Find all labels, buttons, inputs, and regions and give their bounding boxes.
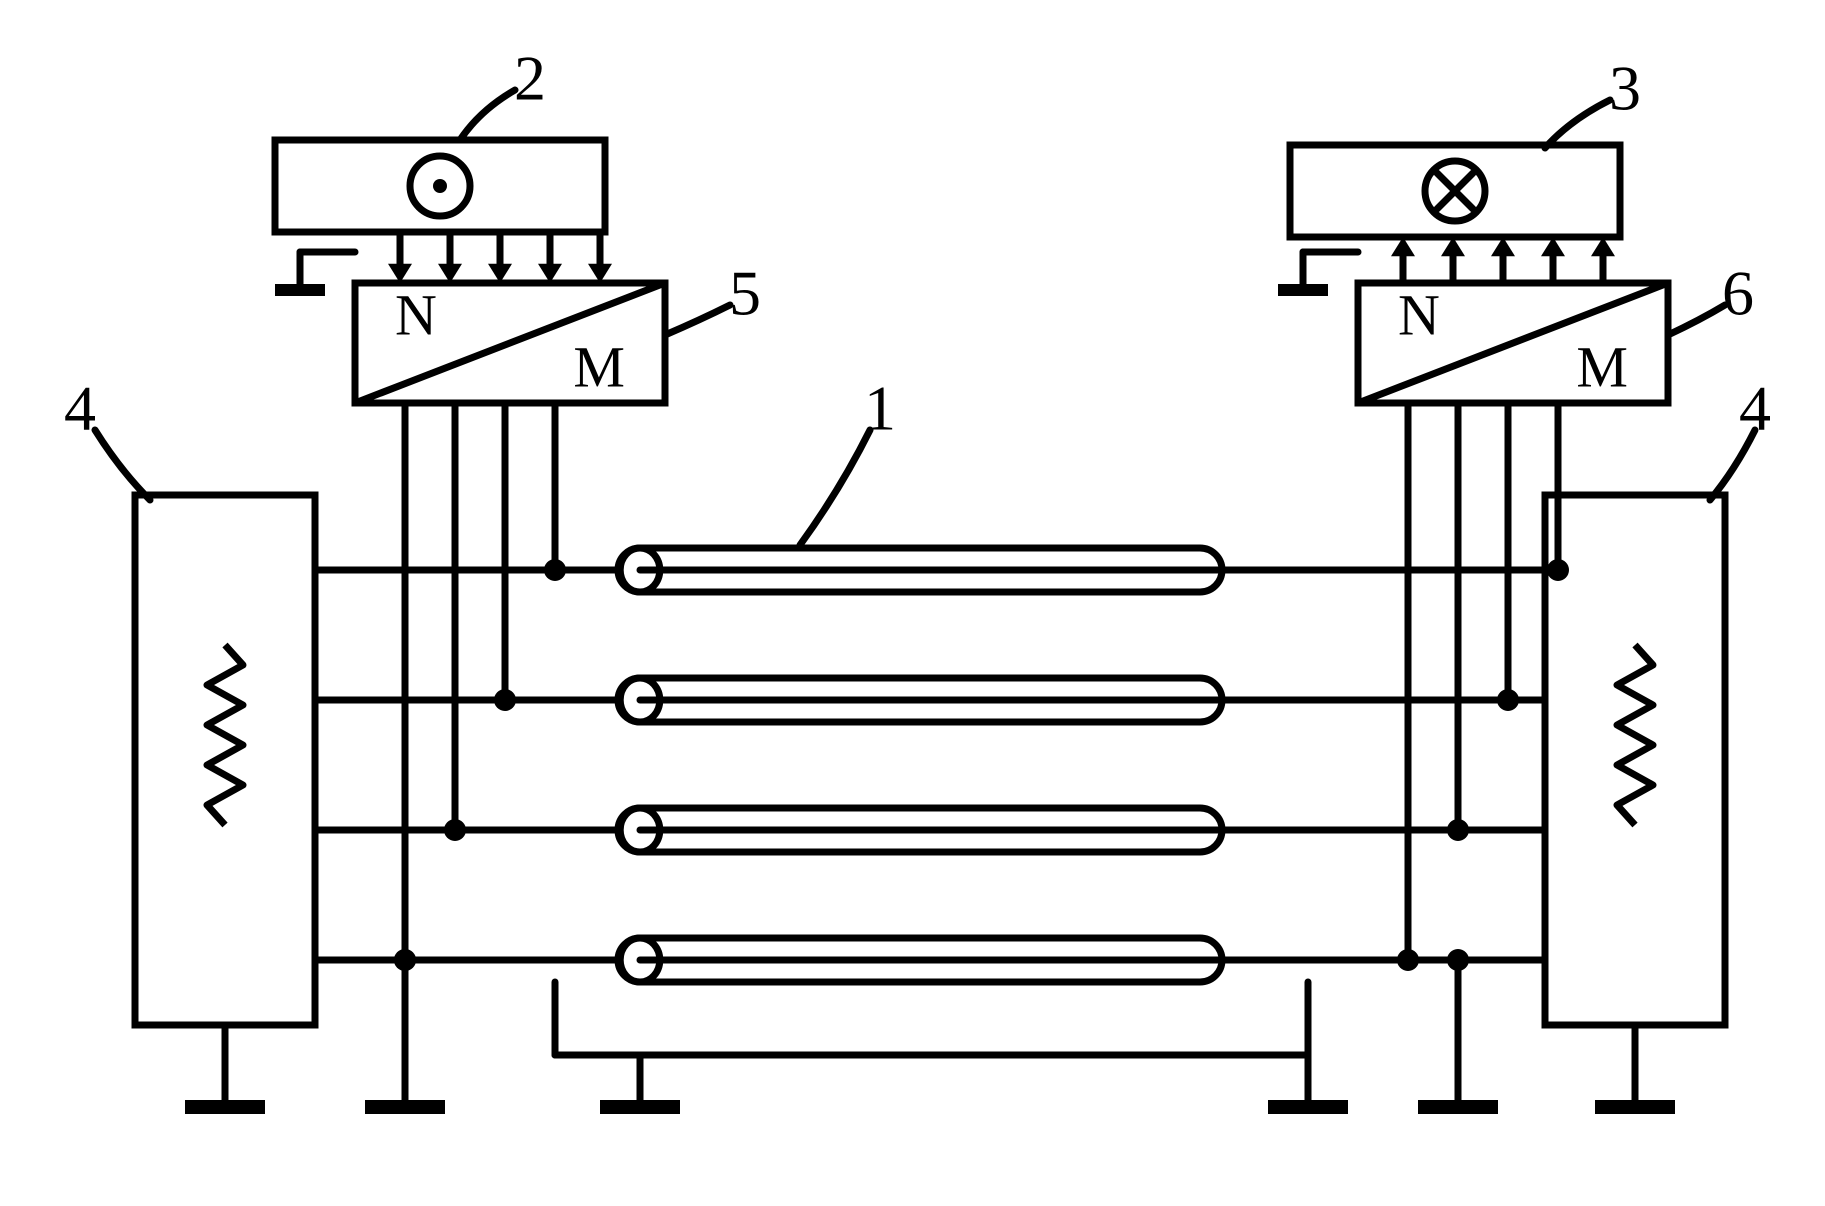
ground-bar (1418, 1100, 1498, 1114)
ref-label-2: 2 (514, 43, 546, 114)
ref-label-4: 4 (64, 373, 96, 444)
nm-label-m: M (573, 334, 625, 399)
ref-label-5: 5 (729, 258, 761, 329)
ground-bar (1278, 284, 1328, 296)
ground-bar (1268, 1100, 1348, 1114)
ref-label-6: 6 (1722, 258, 1754, 329)
nm-label-n: N (395, 282, 437, 347)
ground-bar (600, 1100, 680, 1114)
ground-bar (185, 1100, 265, 1114)
schematic-diagram: NMNM1235644 (0, 0, 1825, 1206)
nm-label-m: M (1576, 334, 1628, 399)
ground-bar (1595, 1100, 1675, 1114)
ref-label-3: 3 (1609, 53, 1641, 124)
nm-label-n: N (1398, 282, 1440, 347)
ground-bar (365, 1100, 445, 1114)
ground-bar (275, 284, 325, 296)
